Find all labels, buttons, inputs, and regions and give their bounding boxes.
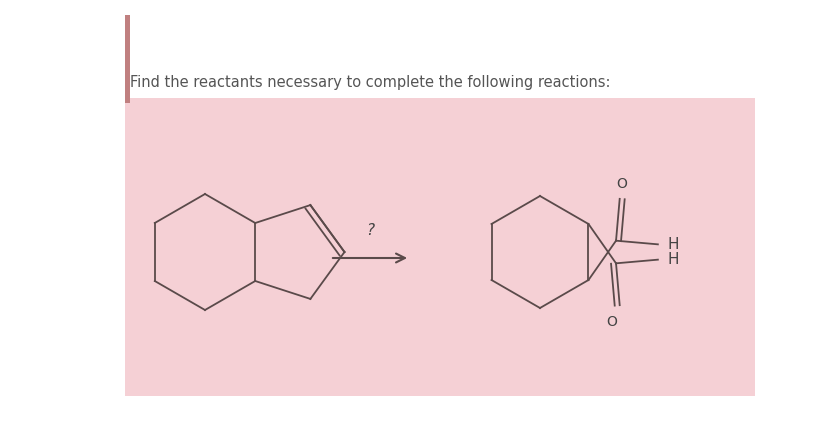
Text: H: H [668, 252, 679, 267]
Text: ?: ? [366, 223, 374, 238]
Text: H: H [668, 237, 679, 252]
Text: O: O [606, 315, 617, 329]
Bar [125, 15, 130, 103]
Text: O: O [616, 177, 627, 191]
Text: Find the reactants necessary to complete the following reactions:: Find the reactants necessary to complete… [130, 75, 611, 90]
Bar [125, 98, 755, 396]
